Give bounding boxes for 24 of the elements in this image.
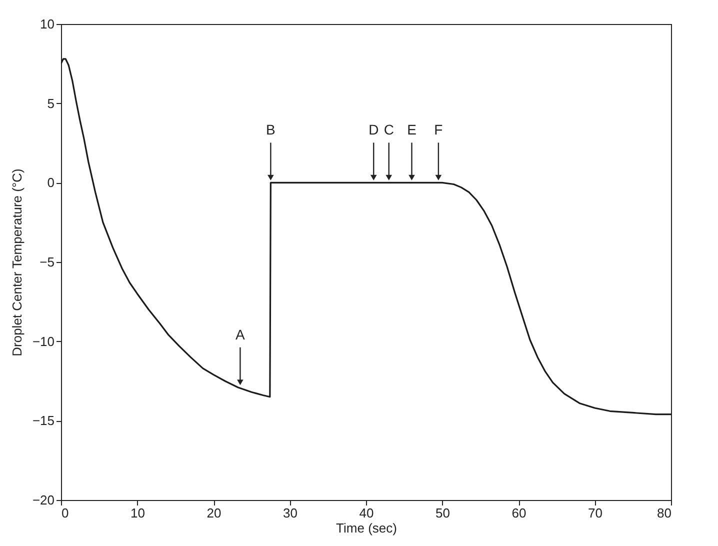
x-tick-label: 60 — [512, 506, 526, 520]
x-tick-label: 70 — [588, 506, 602, 520]
annotation: C — [384, 122, 394, 138]
x-axis-title: Time (sec) — [336, 520, 397, 536]
x-tick-label: 0 — [62, 506, 69, 520]
annotation: F — [434, 122, 443, 138]
y-tick-label: −15 — [32, 413, 54, 428]
x-tick-label: 50 — [436, 506, 450, 520]
x-tick-label: 40 — [359, 506, 374, 520]
annotation: D — [368, 122, 379, 138]
y-tick-label: −20 — [32, 492, 54, 508]
y-axis-title: Droplet Center Temperature (°C) — [9, 168, 24, 356]
y-tick-label: −5 — [40, 254, 54, 270]
y-tick-label: 10 — [40, 16, 54, 32]
y-tick-label: 0 — [47, 175, 54, 190]
annotation: E — [407, 122, 416, 138]
x-tick-label: 30 — [283, 506, 298, 520]
y-tick-label: 5 — [47, 96, 54, 111]
y-tick-label: −10 — [32, 334, 54, 349]
x-tick-label: 10 — [130, 506, 145, 520]
annotation: B — [266, 122, 276, 138]
x-tick-label: 20 — [206, 506, 222, 520]
annotation: A — [236, 326, 246, 342]
x-tick-label: 80 — [657, 506, 672, 520]
